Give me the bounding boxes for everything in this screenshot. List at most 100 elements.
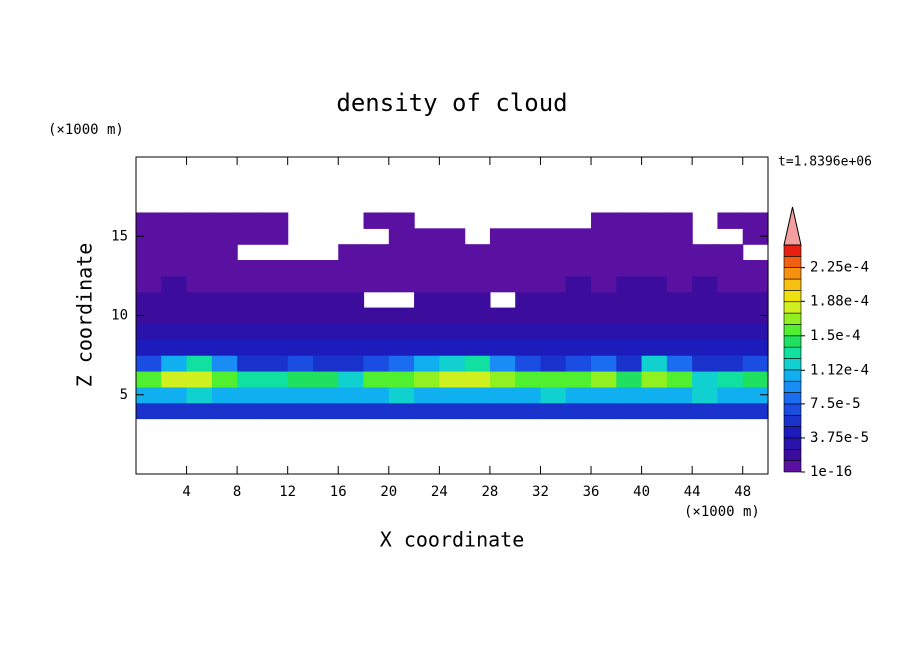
- contour-cell: [414, 307, 440, 325]
- contour-cell: [489, 228, 516, 245]
- contour-cell: [262, 260, 289, 277]
- contour-cell: [666, 323, 693, 340]
- colorbar-band: [783, 403, 802, 416]
- contour-cell: [616, 212, 643, 229]
- contour-cell: [565, 370, 592, 388]
- contour-cell: [742, 228, 769, 245]
- contour-cell: [540, 386, 567, 404]
- contour-cell: [414, 386, 440, 404]
- contour-cell: [641, 275, 668, 293]
- contour-cell: [641, 402, 668, 420]
- contour-cell: [186, 355, 213, 372]
- colorbar-band: [783, 312, 802, 325]
- colorbar-band: [783, 369, 802, 382]
- colorbar-tick-label: 3.75e-5: [810, 430, 869, 446]
- contour-cell: [388, 244, 415, 261]
- contour-cell: [439, 244, 466, 261]
- contour-cell: [186, 402, 213, 420]
- contour-cell: [591, 339, 617, 356]
- contour-cell: [237, 355, 263, 372]
- contour-cell: [237, 386, 263, 404]
- contour-cell: [565, 260, 592, 277]
- contour-cell: [591, 260, 617, 277]
- contour-cell: [136, 339, 162, 356]
- contour-cell: [388, 355, 415, 372]
- colorbar-band: [783, 335, 802, 348]
- contour-cell: [692, 291, 719, 309]
- contour-cell: [591, 244, 617, 261]
- x-tick-label: 8: [233, 484, 241, 500]
- contour-cell: [742, 386, 769, 404]
- contour-cell: [489, 402, 516, 420]
- contour-cell: [565, 307, 592, 325]
- contour-cell: [616, 275, 643, 293]
- contour-cell: [565, 228, 592, 245]
- x-tick-label: 4: [182, 484, 190, 500]
- contour-cell: [363, 339, 390, 356]
- contour-cell: [540, 291, 567, 309]
- contour-cell: [388, 212, 415, 229]
- colorbar-band: [783, 437, 802, 450]
- x-tick-label: 20: [380, 484, 397, 500]
- contour-cell: [161, 307, 188, 325]
- contour-cell: [312, 260, 339, 277]
- contour-cell: [641, 244, 668, 261]
- contour-cell: [414, 275, 440, 293]
- contour-cell: [515, 228, 542, 245]
- contour-cell: [161, 323, 188, 340]
- colorbar-tick-label: 2.25e-4: [810, 260, 869, 276]
- contour-cell: [666, 339, 693, 356]
- contour-cell: [515, 339, 542, 356]
- contour-cell: [287, 370, 314, 388]
- contour-cell: [312, 355, 339, 372]
- contour-cell: [136, 323, 162, 340]
- contour-cell: [186, 307, 213, 325]
- contour-cell: [439, 275, 466, 293]
- contour-cell: [540, 307, 567, 325]
- contour-cell: [363, 244, 390, 261]
- contour-cell: [186, 339, 213, 356]
- contour-cell: [211, 370, 238, 388]
- contour-cell: [464, 402, 491, 420]
- contour-cell: [439, 307, 466, 325]
- contour-cell: [136, 275, 162, 293]
- colorbar-band: [783, 426, 802, 439]
- contour-cell: [742, 402, 769, 420]
- colorbar-tick-label: 1e-16: [810, 464, 852, 480]
- contour-cell: [464, 275, 491, 293]
- contour-cell: [338, 275, 365, 293]
- contour-cell: [439, 355, 466, 372]
- contour-cell: [287, 339, 314, 356]
- contour-cell: [464, 386, 491, 404]
- contour-cell: [464, 355, 491, 372]
- contour-cell: [338, 307, 365, 325]
- contour-cell: [540, 339, 567, 356]
- contour-cell: [717, 307, 744, 325]
- contour-cell: [641, 355, 668, 372]
- contour-cell: [616, 244, 643, 261]
- colorbar-tick-label: 1.5e-4: [810, 328, 861, 344]
- contour-cell: [262, 291, 289, 309]
- contour-cell: [439, 386, 466, 404]
- contour-cell: [237, 275, 263, 293]
- contour-cell: [515, 260, 542, 277]
- contour-cell: [641, 307, 668, 325]
- contour-cell: [388, 402, 415, 420]
- y-tick-label: 5: [120, 387, 128, 403]
- contour-cell: [237, 402, 263, 420]
- contour-cell: [211, 307, 238, 325]
- contour-cell: [591, 323, 617, 340]
- contour-cell: [641, 291, 668, 309]
- contour-cell: [211, 212, 238, 229]
- contour-cell: [338, 244, 365, 261]
- contour-cell: [363, 370, 390, 388]
- contour-cell: [312, 402, 339, 420]
- contour-cell: [363, 307, 390, 325]
- contour-cell: [287, 260, 314, 277]
- contour-cell: [186, 228, 213, 245]
- contour-cell: [666, 370, 693, 388]
- contour-cell: [414, 370, 440, 388]
- contour-cell: [161, 355, 188, 372]
- contour-cell: [136, 228, 162, 245]
- contour-cell: [616, 339, 643, 356]
